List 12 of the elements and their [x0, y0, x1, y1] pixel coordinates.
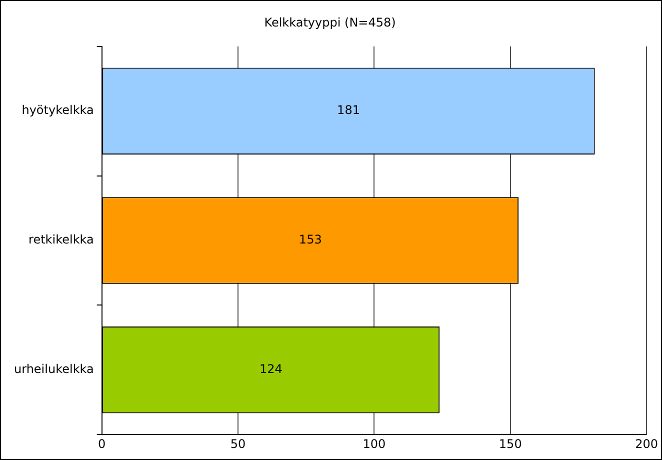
x-tick-label: 150	[498, 436, 522, 451]
data-label: 124	[259, 362, 282, 376]
x-tick-label: 0	[98, 436, 106, 451]
chart-title: Kelkkatyyppi (N=458)	[264, 15, 396, 30]
x-tick-label: 200	[635, 436, 658, 451]
data-label: 153	[298, 232, 322, 247]
data-label: 181	[337, 103, 360, 118]
y-tick-label: hyötykelkka	[22, 103, 94, 118]
y-tick-label: urheilukelkka	[14, 362, 94, 376]
x-tick-label: 50	[230, 436, 246, 451]
y-tick-label: retkikelkka	[28, 232, 94, 247]
x-tick-label: 100	[362, 436, 386, 451]
